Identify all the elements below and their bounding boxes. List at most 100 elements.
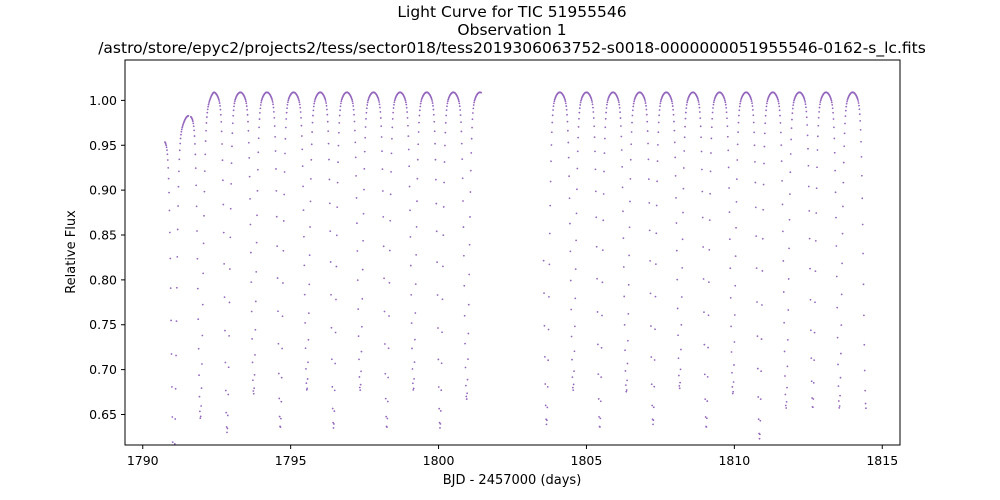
data-point (194, 167, 197, 170)
data-point (630, 143, 633, 146)
data-point (357, 335, 360, 338)
data-point (781, 180, 783, 182)
data-point (307, 338, 310, 341)
data-point (702, 278, 705, 280)
data-point (807, 164, 810, 167)
data-point (844, 115, 847, 118)
data-point (758, 433, 761, 436)
data-point (786, 338, 789, 341)
data-point (710, 152, 712, 154)
data-point (550, 144, 553, 146)
data-point (652, 406, 655, 409)
data-point (393, 101, 396, 104)
data-point (340, 100, 343, 103)
data-point (838, 405, 841, 407)
data-point (861, 197, 864, 200)
data-point (356, 250, 359, 252)
data-point (219, 104, 221, 107)
data-point (543, 292, 545, 295)
data-point (337, 144, 340, 147)
data-points (164, 91, 867, 445)
data-point (251, 361, 254, 364)
data-point (571, 376, 574, 379)
data-point (679, 381, 682, 384)
data-point (675, 196, 677, 199)
data-point (724, 103, 727, 106)
data-point (648, 201, 651, 204)
data-point (809, 298, 812, 301)
data-point (630, 131, 633, 133)
data-point (697, 99, 700, 102)
data-point (647, 158, 650, 161)
data-point (841, 262, 844, 265)
data-point (273, 116, 276, 119)
data-point (657, 144, 659, 146)
data-point (232, 109, 235, 112)
data-point (591, 101, 594, 103)
x-tick-label: 1790 (127, 453, 159, 468)
data-point (790, 138, 793, 141)
data-point (252, 392, 255, 395)
data-point (618, 103, 621, 106)
data-point (197, 318, 200, 321)
data-point (781, 203, 784, 206)
data-point (444, 131, 447, 134)
data-point (333, 423, 335, 425)
data-point (202, 272, 205, 275)
data-point (779, 131, 782, 134)
data-point (284, 126, 287, 129)
data-point (231, 122, 234, 125)
data-point (280, 376, 283, 379)
data-point (646, 130, 649, 132)
data-point (729, 267, 732, 270)
data-point (672, 113, 675, 116)
data-point (645, 113, 648, 116)
data-point (380, 136, 383, 138)
data-point (440, 389, 443, 392)
data-point (358, 376, 361, 378)
data-point (280, 400, 283, 403)
data-point (655, 204, 658, 207)
data-point (473, 99, 476, 102)
data-point (724, 101, 727, 104)
y-axis-label: Relative Flux (64, 210, 79, 294)
data-point (726, 117, 728, 120)
data-point (622, 210, 624, 213)
data-point (253, 373, 256, 376)
data-point (201, 303, 204, 306)
data-point (793, 99, 795, 102)
data-point (809, 267, 811, 270)
data-point (785, 400, 788, 403)
data-point (480, 91, 483, 94)
data-point (411, 368, 414, 370)
data-point (173, 442, 176, 445)
data-point (543, 355, 546, 358)
data-point (605, 107, 608, 109)
data-point (222, 231, 225, 234)
data-point (736, 159, 739, 161)
data-point (303, 264, 306, 267)
data-point (470, 152, 473, 154)
data-point (571, 358, 573, 361)
data-point (193, 129, 196, 132)
data-point (245, 102, 248, 105)
data-point (351, 100, 354, 103)
data-point (254, 328, 257, 331)
data-point (312, 105, 315, 108)
data-point (245, 105, 248, 107)
data-point (577, 136, 580, 139)
data-point (590, 97, 593, 100)
data-point (731, 392, 734, 395)
data-point (285, 111, 288, 114)
data-point (599, 426, 601, 428)
data-point (220, 120, 223, 123)
data-point (837, 363, 839, 366)
data-point (411, 382, 414, 385)
data-point (653, 385, 656, 388)
data-point (701, 190, 704, 193)
data-point (441, 265, 444, 268)
data-point (377, 99, 380, 102)
x-ticks: 1790 1795 1800 1805 1810 1815 (127, 445, 898, 468)
data-point (627, 339, 629, 342)
data-point (628, 226, 631, 229)
